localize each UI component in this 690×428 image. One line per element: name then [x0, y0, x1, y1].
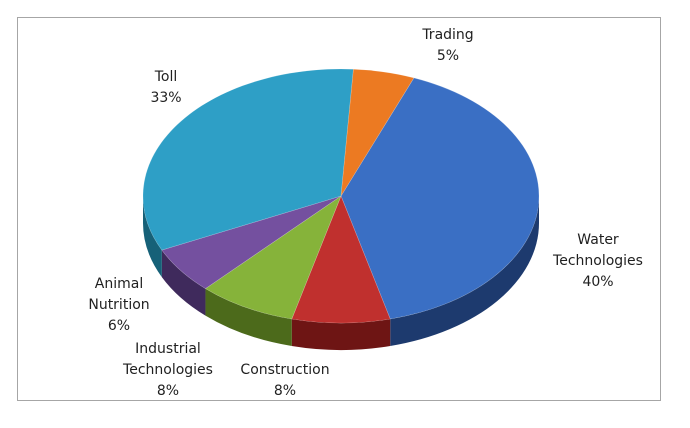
pie-side-industrial-technologies [205, 288, 292, 347]
data-label-line: Toll [154, 69, 178, 85]
data-label-line: Nutrition [88, 297, 149, 313]
chart-frame: Water Technologies 40% Construction 8% Indust… [17, 17, 661, 401]
data-labels: Water Technologies 40%Construction 8%Indust… [88, 27, 643, 399]
data-label-line: 40% [582, 274, 613, 290]
data-label-line: Construction [240, 362, 329, 378]
data-label-line: 8% [157, 383, 179, 399]
pie-slice-trading [340, 68, 415, 197]
data-label-line: Industrial [135, 341, 201, 357]
data-label-line: 8% [274, 383, 296, 399]
pie-side-construction [291, 319, 391, 351]
pie-slices [142, 68, 540, 324]
data-label-line: Trading [421, 27, 473, 43]
data-label-industrial-technologies: Industrial Technologies 8% [122, 341, 213, 399]
data-label-toll: Toll 33% [150, 69, 181, 106]
pie-slice-animal-nutrition [161, 195, 342, 289]
pie-side-toll [143, 196, 162, 278]
pie-slice-construction [291, 195, 391, 324]
data-label-animal-nutrition: Animal Nutrition 6% [88, 276, 149, 334]
data-label-line: Technologies [552, 253, 643, 269]
data-label-line: Water [577, 232, 619, 248]
data-label-construction: Construction 8% [240, 362, 329, 399]
pie-side-animal-nutrition [161, 250, 206, 316]
data-label-trading: Trading 5% [421, 27, 473, 64]
data-label-line: 6% [108, 318, 130, 334]
data-label-line: Animal [95, 276, 143, 292]
pie-slice-water-technologies [340, 77, 540, 320]
pie-sides [143, 196, 539, 351]
data-label-line: Technologies [122, 362, 213, 378]
pie-slice-toll [142, 68, 354, 251]
pie-chart: Water Technologies 40%Construction 8%Indust… [88, 27, 643, 399]
pie-slice-industrial-technologies [204, 195, 342, 320]
data-label-line: 5% [437, 48, 459, 64]
data-label-water-technologies: Water Technologies 40% [552, 232, 643, 290]
pie-side-water-technologies [390, 196, 539, 347]
data-label-line: 33% [150, 90, 181, 106]
